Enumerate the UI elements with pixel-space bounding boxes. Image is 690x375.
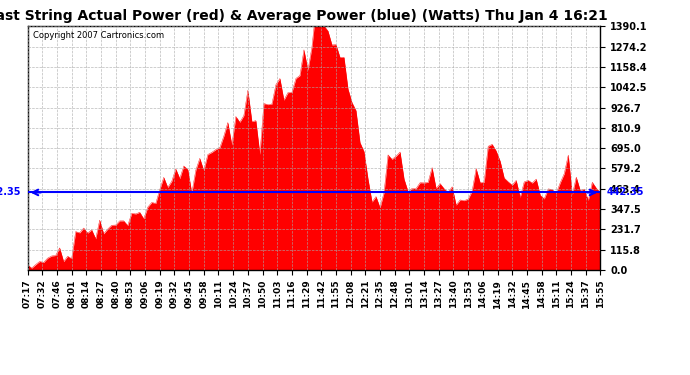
- Text: Copyright 2007 Cartronics.com: Copyright 2007 Cartronics.com: [33, 31, 164, 40]
- Text: 442.35: 442.35: [607, 188, 644, 197]
- Text: 442.35: 442.35: [0, 188, 21, 197]
- Text: East String Actual Power (red) & Average Power (blue) (Watts) Thu Jan 4 16:21: East String Actual Power (red) & Average…: [0, 9, 608, 23]
